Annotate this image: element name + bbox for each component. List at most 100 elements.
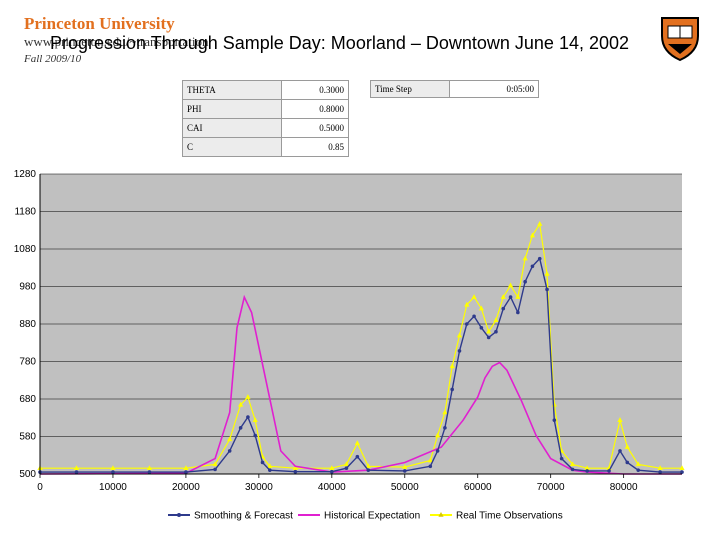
data-point bbox=[366, 468, 371, 472]
legend-entry: Historical Expectation bbox=[298, 511, 420, 522]
shield-icon bbox=[661, 17, 699, 62]
data-point bbox=[435, 432, 441, 438]
data-point bbox=[569, 461, 576, 467]
data-point bbox=[355, 454, 360, 459]
data-point bbox=[552, 418, 557, 422]
y-tick-label: 1080 bbox=[14, 244, 37, 255]
data-point bbox=[544, 271, 550, 276]
data-point bbox=[435, 449, 440, 453]
data-point bbox=[443, 426, 447, 430]
data-point bbox=[516, 310, 520, 315]
table-row: CAI 0.5000 bbox=[182, 118, 349, 138]
data-point bbox=[268, 468, 272, 472]
y-tick-label: 1180 bbox=[14, 207, 36, 218]
data-point bbox=[427, 457, 433, 463]
x-tick-label: 10000 bbox=[99, 482, 127, 493]
table-row: THETA 0.3000 bbox=[182, 80, 349, 100]
chart-legend: Smoothing & Forecast Historical Expectati… bbox=[168, 511, 563, 522]
y-tick-label: 500 bbox=[19, 469, 36, 480]
data-point bbox=[508, 295, 513, 299]
course-url[interactable]: www.princeton.edu/~transportation bbox=[24, 34, 209, 49]
data-point bbox=[515, 294, 521, 299]
param-name: PHI bbox=[182, 99, 282, 119]
data-point bbox=[354, 440, 360, 446]
x-tick-label: 60000 bbox=[464, 482, 492, 493]
param-value: 0.5000 bbox=[281, 118, 349, 138]
x-tick-label: 70000 bbox=[537, 482, 565, 493]
data-point bbox=[110, 465, 116, 471]
data-point bbox=[111, 470, 115, 474]
data-point bbox=[292, 465, 298, 471]
data-point bbox=[584, 465, 590, 471]
data-point bbox=[479, 326, 484, 330]
data-point bbox=[74, 470, 79, 474]
data-point bbox=[522, 255, 528, 261]
data-point bbox=[450, 387, 454, 392]
table-row: PHI 0.8000 bbox=[182, 99, 349, 119]
table-row: C 0.85 bbox=[182, 137, 349, 157]
data-point bbox=[402, 464, 408, 469]
x-axis-ticks: 0 10000 20000 30000 40000 50000 60000 70000 8000… bbox=[37, 473, 682, 493]
data-point bbox=[457, 349, 462, 353]
x-tick-label: 20000 bbox=[172, 482, 200, 493]
data-point bbox=[607, 469, 611, 473]
data-point bbox=[625, 460, 630, 465]
data-point bbox=[657, 465, 663, 471]
data-point bbox=[252, 417, 258, 422]
data-point bbox=[464, 301, 470, 307]
data-point bbox=[330, 469, 334, 474]
traffic-chart: 500 580 680 780 880 980 1080 1180 1280 0 10000 200… bbox=[14, 169, 685, 522]
data-point bbox=[329, 465, 335, 471]
timestep-value: 0:05:00 bbox=[449, 80, 539, 98]
legend-entry: Real Time Observations bbox=[430, 511, 563, 522]
data-point bbox=[624, 444, 630, 449]
x-tick-label: 0 bbox=[37, 482, 43, 493]
data-point bbox=[537, 256, 542, 261]
data-point bbox=[73, 465, 80, 471]
data-point bbox=[402, 469, 407, 473]
param-name: CAI bbox=[182, 118, 282, 138]
data-point bbox=[507, 282, 514, 288]
data-point bbox=[570, 467, 575, 472]
x-tick-label: 40000 bbox=[318, 482, 346, 493]
data-point bbox=[293, 469, 298, 474]
param-name: THETA bbox=[182, 80, 282, 100]
data-point bbox=[260, 460, 265, 465]
data-point bbox=[146, 465, 153, 471]
param-value: 0.3000 bbox=[281, 80, 349, 100]
data-point bbox=[267, 463, 273, 469]
data-point bbox=[486, 328, 492, 334]
table-row: Time Step 0:05:00 bbox=[370, 80, 539, 98]
data-point bbox=[428, 464, 433, 469]
x-tick-label: 50000 bbox=[391, 482, 419, 493]
data-point bbox=[636, 468, 641, 472]
data-point bbox=[680, 470, 684, 474]
legend-marker bbox=[438, 512, 444, 517]
data-point bbox=[617, 417, 623, 422]
data-point bbox=[486, 335, 491, 340]
timestep-label: Time Step bbox=[370, 80, 450, 98]
data-point bbox=[227, 449, 232, 453]
legend-entry: Smoothing & Forecast bbox=[168, 511, 293, 522]
data-point bbox=[493, 317, 499, 322]
y-tick-label: 580 bbox=[19, 432, 36, 443]
data-point bbox=[238, 401, 244, 407]
y-tick-label: 680 bbox=[19, 394, 36, 405]
data-point bbox=[658, 470, 662, 474]
data-point bbox=[464, 322, 469, 326]
legend-label: Smoothing & Forecast bbox=[194, 511, 293, 522]
university-logo: Princeton University bbox=[24, 14, 175, 33]
data-point bbox=[456, 332, 463, 338]
term-label: Fall 2009/10 bbox=[24, 53, 82, 65]
x-tick-label: 30000 bbox=[245, 482, 273, 493]
data-point bbox=[500, 294, 506, 299]
param-value: 0.85 bbox=[281, 137, 349, 157]
data-point bbox=[523, 279, 527, 284]
data-point bbox=[635, 461, 641, 467]
data-point bbox=[212, 461, 218, 467]
data-point bbox=[147, 470, 152, 474]
legend-marker bbox=[177, 513, 181, 517]
data-point bbox=[537, 221, 543, 226]
data-point bbox=[245, 394, 251, 399]
data-point bbox=[365, 463, 371, 469]
